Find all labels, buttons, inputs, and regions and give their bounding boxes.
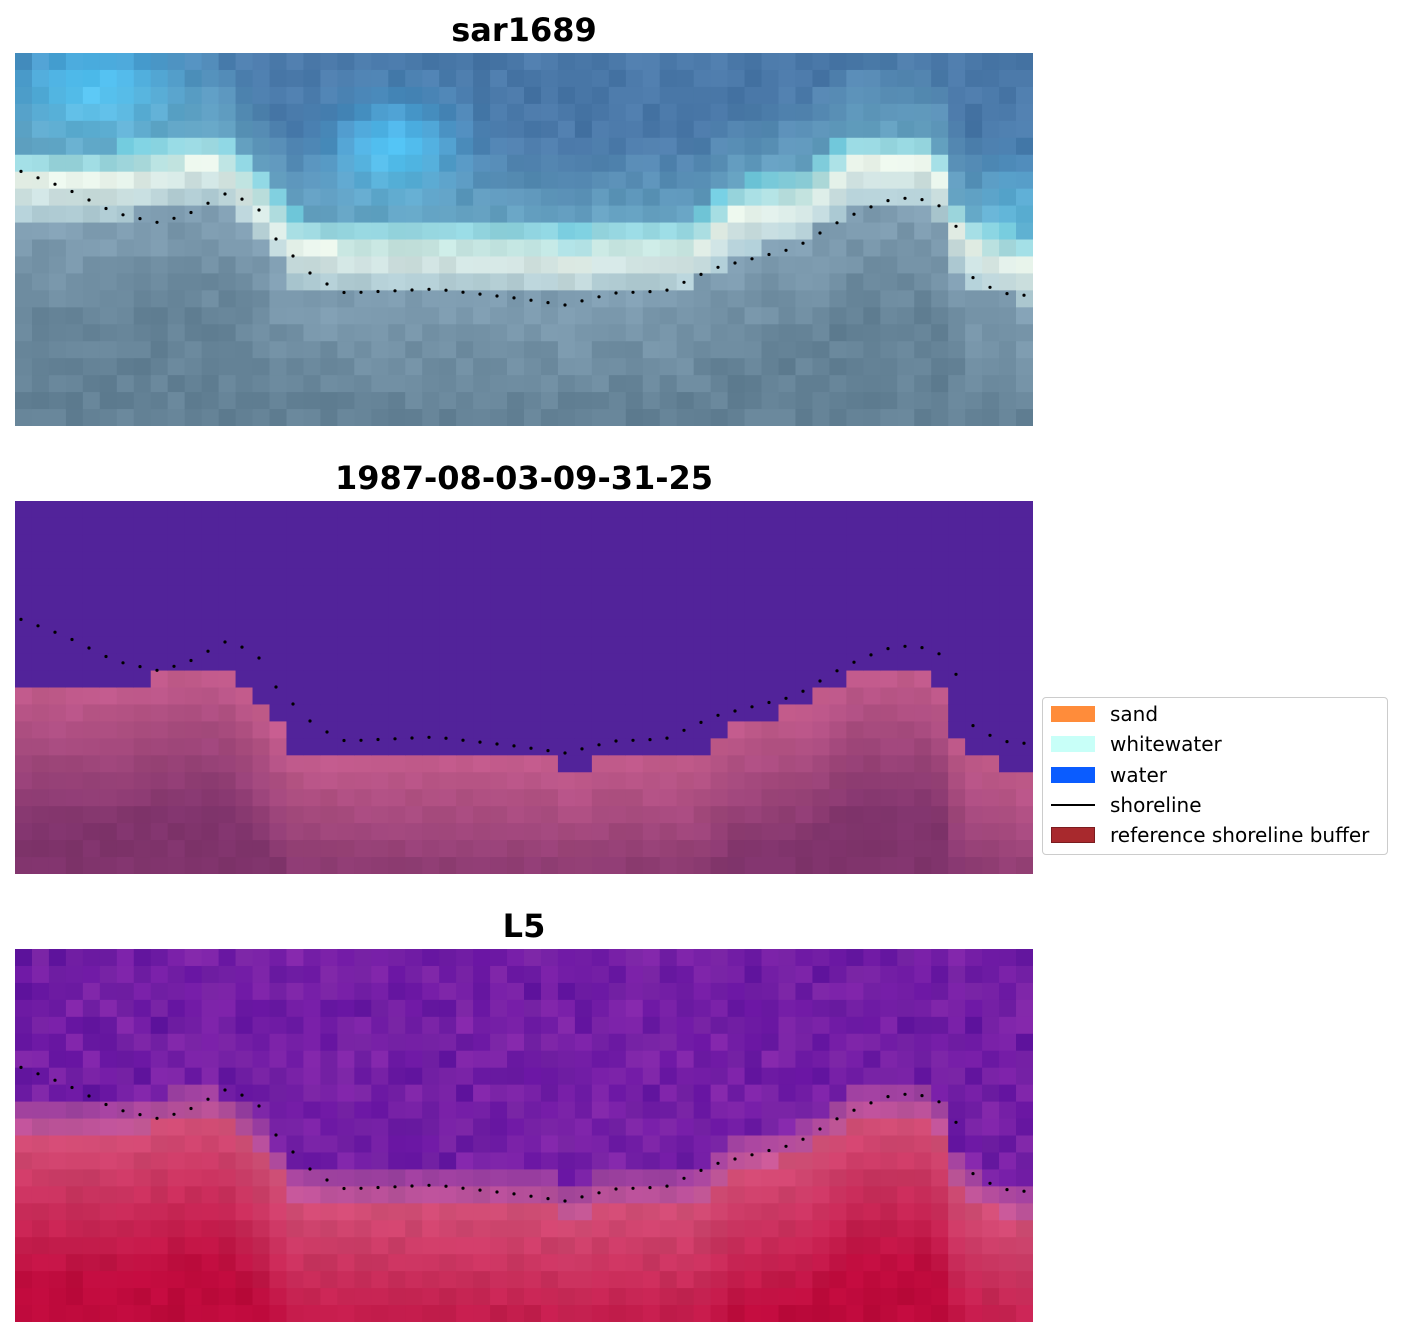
reference-buffer-swatch [1051, 827, 1095, 843]
legend: sand whitewater water shoreline referenc… [1042, 697, 1388, 855]
legend-item-shoreline: shoreline [1051, 794, 1387, 816]
index-image-panel [15, 949, 1033, 1322]
legend-label-sand: sand [1110, 702, 1159, 726]
legend-item-whitewater: whitewater [1051, 733, 1387, 755]
legend-label-whitewater: whitewater [1110, 732, 1222, 756]
sand-swatch [1051, 706, 1095, 722]
rgb-image-panel [15, 53, 1033, 426]
water-swatch [1051, 767, 1095, 783]
shoreline-points [19, 169, 1026, 307]
legend-item-sand: sand [1051, 703, 1387, 725]
shoreline-points [19, 1065, 1026, 1203]
index-cells [15, 949, 1033, 1322]
legend-item-reference-buffer: reference shoreline buffer [1051, 824, 1387, 846]
shoreline-points [19, 617, 1026, 755]
panel-title-3: L5 [502, 907, 546, 945]
legend-label-water: water [1110, 763, 1167, 787]
rgb-image-cells [15, 53, 1033, 426]
shoreline-line-swatch [1051, 804, 1095, 806]
classification-image-panel [15, 501, 1033, 874]
legend-label-shoreline: shoreline [1110, 793, 1202, 817]
panel-title-1: sar1689 [451, 11, 597, 49]
legend-label-reference-buffer: reference shoreline buffer [1110, 823, 1370, 847]
classification-cells [15, 501, 1033, 874]
panel-title-2: 1987-08-03-09-31-25 [334, 459, 714, 497]
whitewater-swatch [1051, 736, 1095, 752]
legend-item-water: water [1051, 764, 1387, 786]
